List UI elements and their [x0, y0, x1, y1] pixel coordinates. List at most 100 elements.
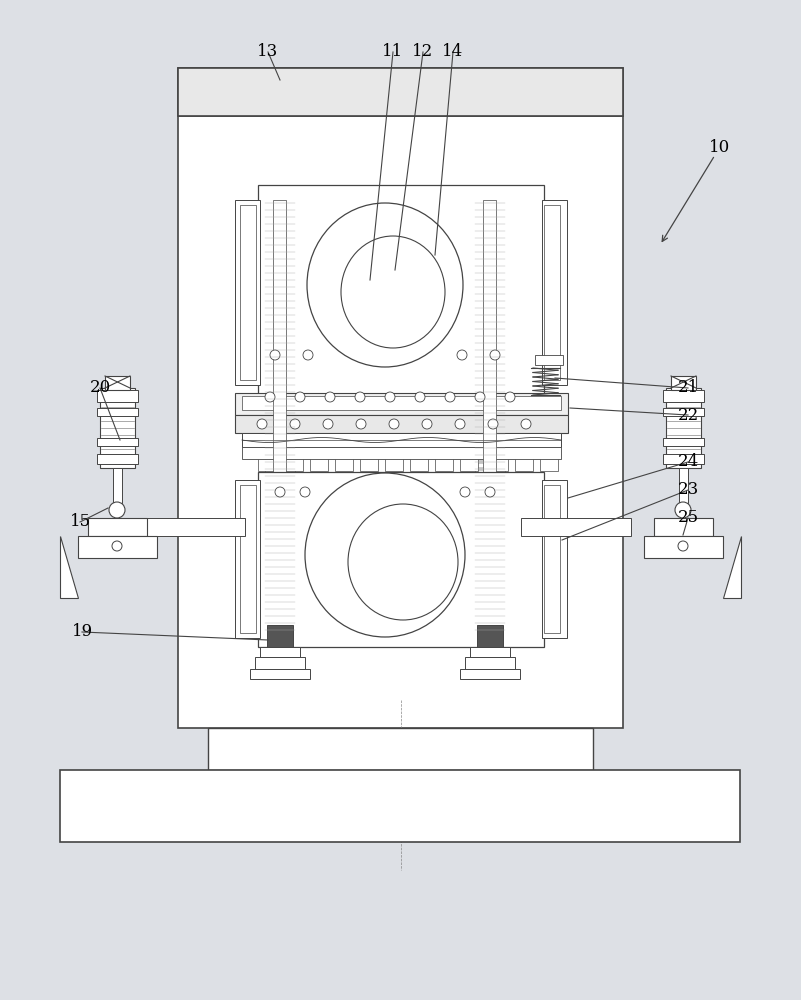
Bar: [97, 408, 138, 416]
Bar: [477, 271, 503, 275]
Bar: [470, 647, 510, 657]
Circle shape: [389, 419, 399, 429]
Bar: [267, 460, 293, 464]
Bar: [663, 438, 704, 446]
Bar: [477, 362, 503, 366]
Circle shape: [678, 541, 688, 551]
Bar: [477, 320, 503, 324]
Bar: [267, 264, 293, 268]
Bar: [258, 185, 544, 400]
Bar: [654, 518, 713, 536]
Bar: [267, 306, 293, 310]
Bar: [265, 200, 295, 640]
Bar: [477, 201, 503, 205]
Bar: [540, 459, 558, 471]
Bar: [477, 355, 503, 359]
Bar: [267, 229, 293, 233]
Bar: [242, 433, 561, 447]
Bar: [100, 388, 135, 468]
Text: 22: 22: [678, 406, 698, 424]
Bar: [490, 459, 508, 471]
Bar: [267, 355, 293, 359]
Bar: [267, 397, 293, 401]
Bar: [267, 348, 293, 352]
Circle shape: [415, 392, 425, 402]
Text: 15: 15: [70, 514, 91, 530]
Circle shape: [275, 487, 285, 497]
Bar: [267, 243, 293, 247]
Bar: [135, 518, 245, 536]
Bar: [267, 201, 293, 205]
Bar: [267, 292, 293, 296]
Text: 12: 12: [413, 43, 433, 60]
Bar: [477, 411, 503, 415]
Bar: [475, 200, 505, 640]
Bar: [267, 537, 293, 541]
Bar: [385, 459, 403, 471]
Bar: [267, 488, 293, 492]
Bar: [267, 558, 293, 562]
Bar: [267, 565, 293, 569]
Bar: [267, 299, 293, 303]
Bar: [515, 459, 533, 471]
Bar: [260, 647, 300, 657]
Ellipse shape: [348, 504, 458, 620]
Bar: [267, 544, 293, 548]
Bar: [544, 485, 560, 633]
Bar: [267, 376, 293, 380]
Bar: [477, 628, 503, 632]
Bar: [267, 446, 293, 450]
Bar: [477, 383, 503, 387]
Bar: [267, 593, 293, 597]
Bar: [477, 537, 503, 541]
Bar: [240, 205, 256, 380]
Bar: [460, 459, 478, 471]
Bar: [477, 425, 503, 429]
Bar: [477, 285, 503, 289]
Polygon shape: [723, 536, 741, 598]
Circle shape: [109, 502, 125, 518]
Bar: [97, 390, 138, 402]
Bar: [267, 509, 293, 513]
Circle shape: [300, 487, 310, 497]
Bar: [178, 68, 623, 116]
Bar: [477, 474, 503, 478]
Circle shape: [675, 502, 691, 518]
Bar: [477, 292, 503, 296]
Bar: [477, 334, 503, 338]
Bar: [267, 411, 293, 415]
Bar: [267, 607, 293, 611]
Bar: [267, 523, 293, 527]
Bar: [267, 271, 293, 275]
Circle shape: [422, 419, 432, 429]
Circle shape: [488, 419, 498, 429]
Bar: [285, 459, 303, 471]
Bar: [477, 250, 503, 254]
Bar: [477, 586, 503, 590]
Bar: [477, 208, 503, 212]
Ellipse shape: [341, 236, 445, 348]
Bar: [267, 362, 293, 366]
Circle shape: [385, 392, 395, 402]
Text: 19: 19: [71, 624, 93, 641]
Bar: [267, 495, 293, 499]
Circle shape: [325, 392, 335, 402]
Text: 13: 13: [257, 43, 279, 60]
Bar: [483, 200, 496, 640]
Bar: [267, 586, 293, 590]
Bar: [477, 215, 503, 219]
Bar: [477, 390, 503, 394]
Bar: [663, 390, 704, 402]
Circle shape: [290, 419, 300, 429]
Circle shape: [323, 419, 333, 429]
Bar: [477, 544, 503, 548]
Bar: [267, 383, 293, 387]
Bar: [465, 657, 515, 669]
Bar: [663, 408, 704, 416]
Bar: [267, 334, 293, 338]
Bar: [178, 68, 623, 728]
Bar: [410, 459, 428, 471]
Bar: [671, 376, 696, 390]
Bar: [267, 453, 293, 457]
Circle shape: [490, 350, 500, 360]
